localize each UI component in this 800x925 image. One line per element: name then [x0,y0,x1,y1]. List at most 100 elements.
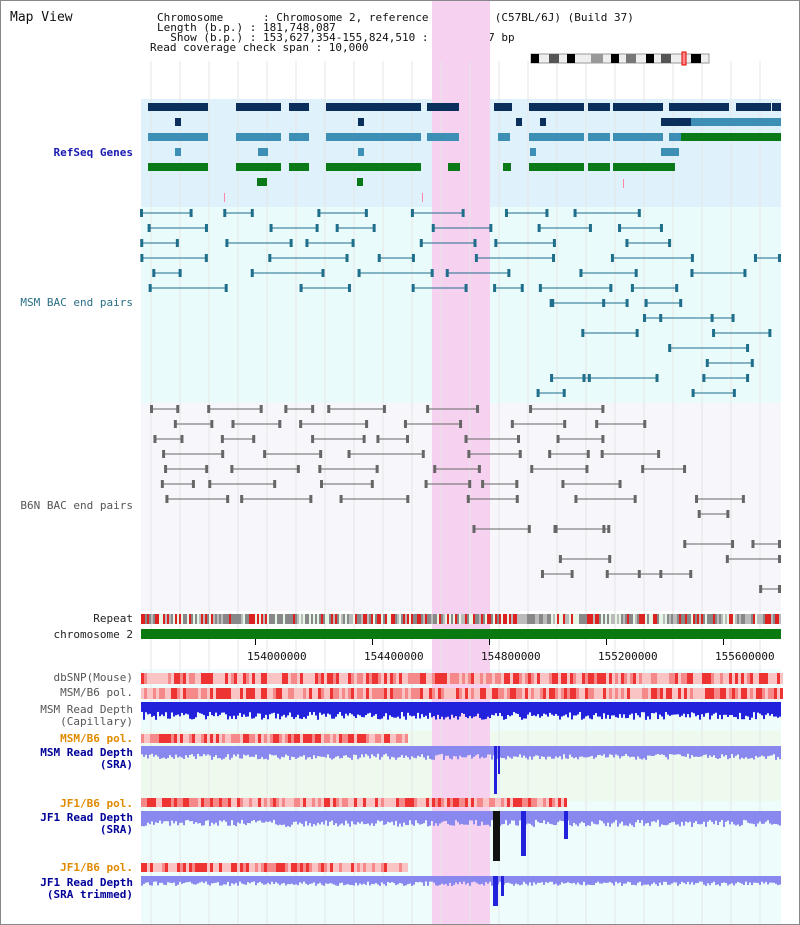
track-label-dbsnp: dbSNP(Mouse) [53,671,133,684]
depth-bar [365,702,367,716]
bac-end [527,525,531,533]
repeat-bar [191,614,193,624]
refseq-gene-track[interactable] [148,103,781,202]
b6n-bac-track[interactable] [150,405,781,593]
repeat-bar [453,614,455,624]
depth-bar [505,702,507,719]
pol-cell [324,863,327,872]
depth-bar [611,746,613,755]
depth-bar [779,746,781,760]
pol-cell [204,673,207,684]
depth-bar [217,746,219,759]
repeat-bar [459,614,461,624]
pol-cell [300,863,303,872]
repeat-bar [451,614,453,624]
track-label-b6n-bac[interactable]: B6N BAC end pairs [20,499,133,512]
repeat-bar [655,614,657,624]
msm-bac-track[interactable] [140,209,781,397]
pol-cell [420,673,423,684]
depth-bar [667,876,669,885]
repeat-bar [415,614,417,624]
gene-block [175,148,181,156]
pol-cell [159,734,162,743]
track-label-msm-bac[interactable]: MSM BAC end pairs [20,296,133,309]
pol-cell [675,688,678,699]
depth-bar [699,811,701,825]
depth-bar [651,876,653,885]
gene-tick [224,193,225,202]
pol-cell [255,688,258,699]
depth-bar [181,746,183,758]
bac-end [327,405,331,413]
gene-tick [422,193,423,202]
depth-bar [625,811,627,826]
repeat-bar [407,614,409,624]
depth-bar [341,811,343,824]
depth-bar [405,746,407,756]
depth-bar [529,746,531,757]
ideogram-band [549,54,559,63]
pol-cell [771,688,774,699]
track-label-refseq[interactable]: RefSeq Genes [53,146,133,159]
depth-bar [429,811,431,826]
track-label-msm-b6-pol: MSM/B6 pol. [60,686,133,699]
pol-cell [228,688,231,699]
depth-bar [657,746,659,754]
bac-end [357,269,361,277]
repeat-bar [749,614,751,624]
bac-end [601,435,605,443]
depth-bar [555,811,557,825]
depth-bar [399,746,401,758]
bac-end [410,209,414,217]
repeat-bar [345,614,347,624]
pol-cell [171,798,174,807]
pol-cell [459,798,462,807]
pol-cell [561,673,564,684]
pol-cell [297,863,300,872]
depth-bar [435,702,437,720]
depth-bar [315,746,317,759]
depth-bar [353,876,355,886]
depth-bar [187,702,189,715]
depth-bar [147,876,149,883]
bac-end [162,450,166,458]
repeat-bar [171,614,173,624]
bac-end [751,540,755,548]
pol-cell [189,673,192,684]
bac-end [608,555,612,563]
depth-bar [287,876,289,884]
depth-bar [151,746,153,754]
depth-bar [371,702,373,717]
depth-bar [179,746,181,757]
gene-block [148,163,208,171]
depth-bar [425,702,427,716]
depth-bar [345,876,347,885]
depth-bar [559,876,561,885]
depth-bar [531,746,533,760]
depth-bar [469,702,471,716]
depth-bar [295,746,297,759]
depth-bar [463,746,465,758]
axis-tick-label: 155200000 [598,650,658,663]
depth-bar [747,702,749,717]
pol-cell [246,798,249,807]
pol-cell [153,798,156,807]
pol-cell [144,734,147,743]
gene-block [175,118,181,126]
repeat-bar [371,614,373,624]
depth-bar [349,702,351,714]
depth-bar [469,746,471,755]
repeat-bar [689,614,691,624]
depth-bar [709,876,711,886]
depth-bar [513,811,515,821]
depth-bar [403,876,405,886]
depth-bar [491,746,493,760]
depth-bar [237,702,239,716]
depth-bar [177,811,179,826]
bac-end [516,435,520,443]
depth-bar [719,876,721,886]
depth-bar [325,702,327,717]
depth-bar [411,876,413,886]
depth-bar [183,746,185,759]
